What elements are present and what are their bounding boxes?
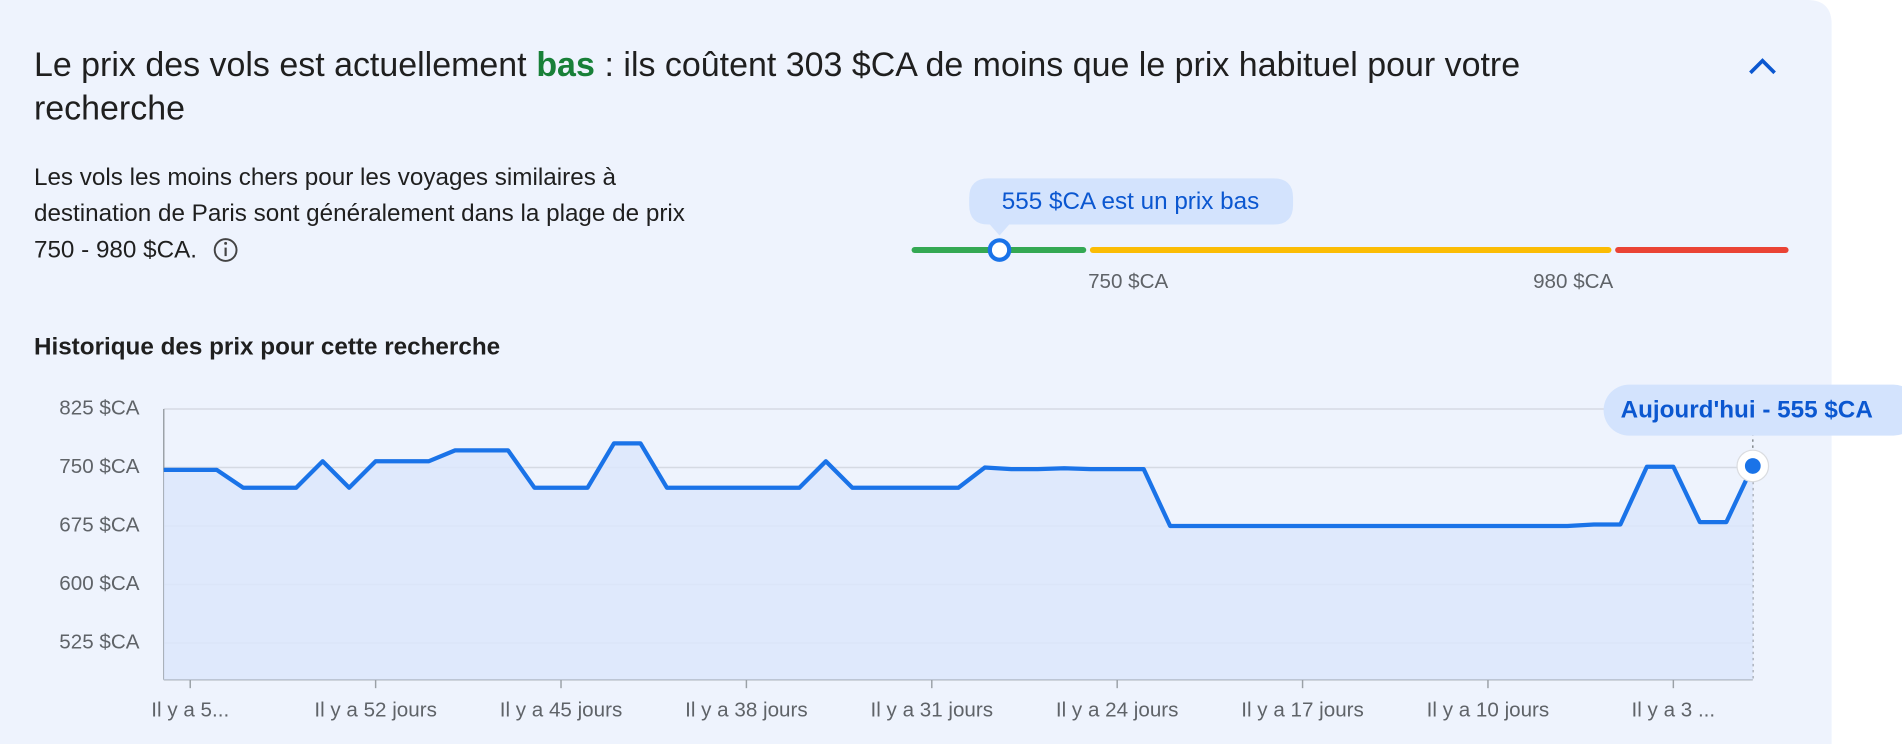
description: destination de Paris sont généralement d… (34, 200, 685, 227)
today-point (1744, 458, 1761, 474)
x-tick-label: Il y a 45 jours (500, 699, 623, 722)
info-icon[interactable] (213, 238, 238, 262)
x-tick-label: Il y a 17 jours (1241, 699, 1364, 722)
headline-text: recherche (34, 89, 185, 127)
y-tick-label: 675 $CA (59, 513, 139, 536)
y-tick-label: 525 $CA (59, 630, 139, 653)
price-range (911, 178, 1789, 262)
price-line (163, 441, 1755, 529)
chart-title: Historique des prix pour cette recherche (34, 334, 500, 361)
collapse-button[interactable] (1749, 58, 1776, 75)
range-tooltip: 555 $CA est un prix bas (1002, 188, 1259, 215)
headline: Le prix des vols est actuellement bas : il… (34, 46, 1520, 84)
chart: 825 $CA 750 $CA 675 $CA 600 $CA 525 $CA Il y … (59, 384, 1902, 722)
x-tick-label: Il y a 52 jours (314, 699, 437, 722)
range-label: 980 $CA (1533, 270, 1613, 293)
x-tick-label: Il y a 31 jours (871, 699, 994, 722)
y-tick-label: 600 $CA (59, 572, 139, 595)
x-tick-label: Il y a 38 jours (685, 699, 808, 722)
y-tick-label: 750 $CA (59, 455, 139, 478)
range-label: 750 $CA (1088, 270, 1168, 293)
description: 750 - 980 $CA. (34, 237, 197, 264)
headline-text: Le prix des vols est actuellement (34, 46, 527, 84)
y-tick-label: 825 $CA (59, 396, 139, 419)
x-tick-label: Il y a 24 jours (1056, 699, 1179, 722)
today-tooltip-text: Aujourd'hui - 555 $CA (1621, 397, 1873, 424)
x-tick-label: Il y a 3 ... (1632, 699, 1716, 722)
description: Les vols les moins chers pour les voyage… (34, 164, 617, 191)
area (163, 443, 1753, 680)
headline-text: : ils coûtent 303 $CA de moins que le pr… (605, 46, 1521, 84)
x-tick-label: Il y a 5... (151, 699, 229, 722)
today-tooltip (1603, 384, 1902, 436)
headline-highlight: bas (536, 46, 595, 84)
x-tick-label: Il y a 10 jours (1427, 699, 1550, 722)
